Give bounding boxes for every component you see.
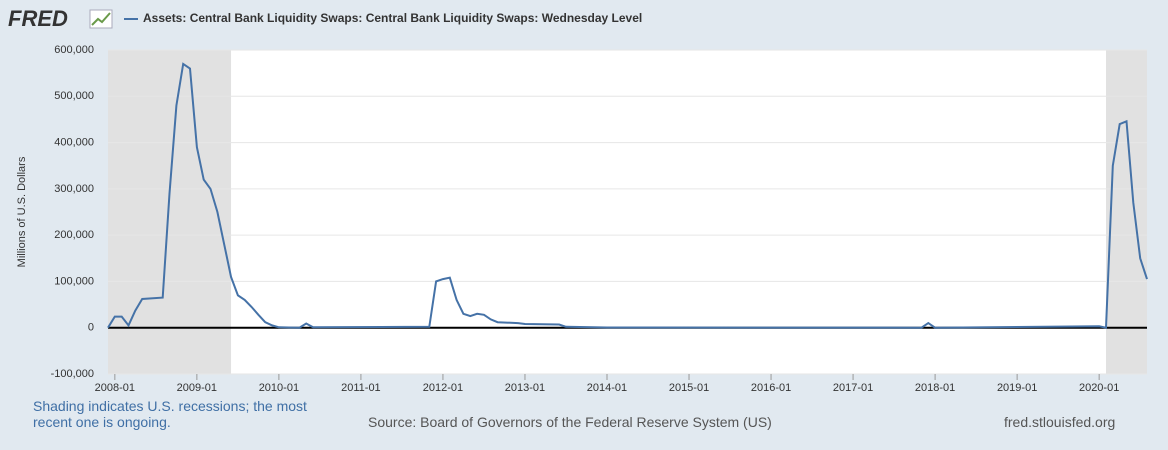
x-tick-label: 2012-01 xyxy=(423,382,463,394)
x-tick-label: 2018-01 xyxy=(915,382,955,394)
footer-source: Source: Board of Governors of the Federa… xyxy=(368,414,772,430)
legend-label: Assets: Central Bank Liquidity Swaps: Ce… xyxy=(143,11,642,25)
logo-icon xyxy=(89,9,113,29)
y-tick-label: 600,000 xyxy=(54,44,94,56)
footer-site: fred.stlouisfed.org xyxy=(1004,414,1116,430)
x-tick-label: 2014-01 xyxy=(587,382,627,394)
x-tick-label: 2010-01 xyxy=(259,382,299,394)
x-tick-label: 2020-01 xyxy=(1079,382,1119,394)
x-tick-label: 2011-01 xyxy=(341,382,381,394)
y-tick-label: 0 xyxy=(88,322,94,334)
data-line xyxy=(107,62,1148,329)
x-tick-label: 2017-01 xyxy=(833,382,873,394)
x-tick-label: 2009-01 xyxy=(177,382,217,394)
y-tick-label: -100,000 xyxy=(51,368,94,380)
x-tick-label: 2019-01 xyxy=(997,382,1037,394)
x-tick-label: 2008-01 xyxy=(95,382,135,394)
x-tick-label: 2015-01 xyxy=(669,382,709,394)
y-tick-label: 400,000 xyxy=(54,136,94,148)
x-tick-label: 2013-01 xyxy=(505,382,545,394)
y-axis-label: Millions of U.S. Dollars xyxy=(16,156,28,267)
plot-area xyxy=(108,50,1147,374)
y-tick-label: 200,000 xyxy=(54,229,94,241)
y-tick-label: 500,000 xyxy=(54,90,94,102)
footer-note: Shading indicates U.S. recessions; the m… xyxy=(33,398,307,430)
x-tick-label: 2016-01 xyxy=(751,382,791,394)
recession-shade xyxy=(1105,50,1147,374)
y-tick-label: 300,000 xyxy=(54,183,94,195)
chart: FRED Assets: Central Bank Liquidity Swap… xyxy=(8,6,1148,394)
logo: FRED xyxy=(8,6,68,31)
recession-shade xyxy=(108,50,232,374)
y-tick-label: 100,000 xyxy=(54,275,94,287)
